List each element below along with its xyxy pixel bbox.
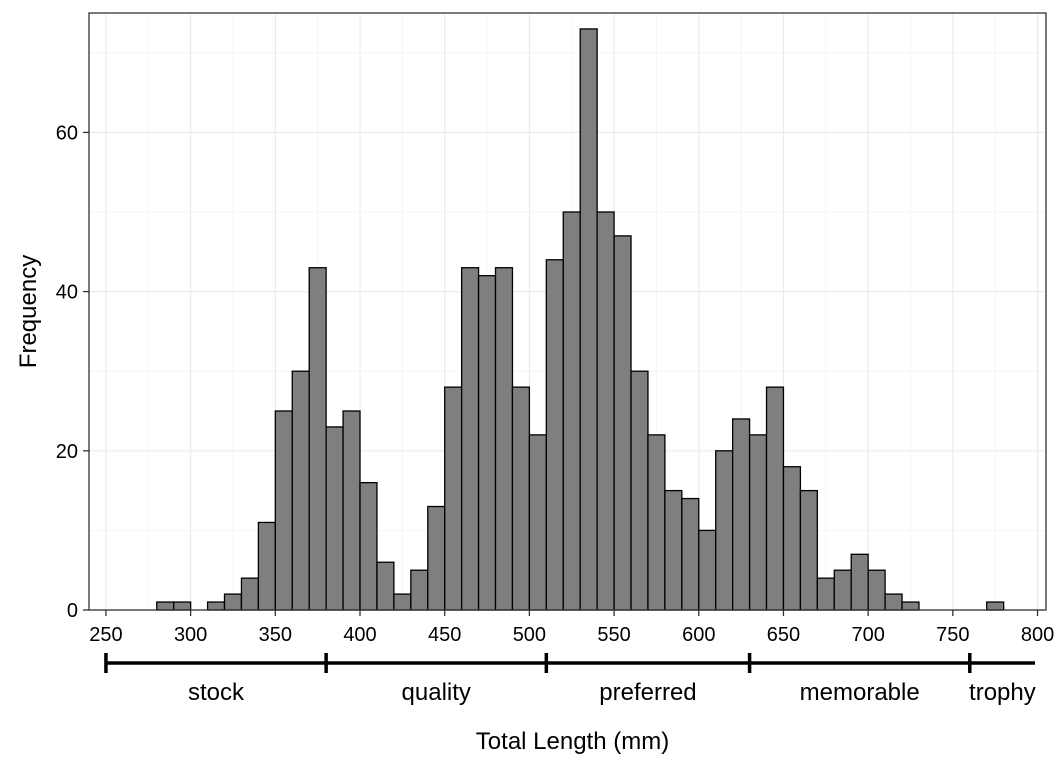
histogram-bar <box>833 569 852 611</box>
x-tick-label: 250 <box>89 624 122 646</box>
plot-panel-border <box>88 12 1047 611</box>
histogram-bar <box>528 434 547 611</box>
histogram-bar <box>173 601 192 611</box>
histogram-bar <box>240 577 260 611</box>
histogram-bar <box>816 577 835 611</box>
histogram-bar <box>427 505 446 611</box>
histogram-bar <box>681 497 700 611</box>
histogram-bar <box>477 275 497 611</box>
histogram-bar <box>782 466 802 611</box>
histogram-bar <box>325 426 344 611</box>
y-tick-label: 60 <box>56 122 78 144</box>
histogram-bar <box>410 569 429 611</box>
y-tick-label: 20 <box>56 441 78 463</box>
length-category-bar: stock quality preferred memorable trophy <box>104 653 1036 706</box>
histogram-bar <box>274 410 293 611</box>
x-tick-label: 700 <box>851 624 884 646</box>
category-label-memorable: memorable <box>800 679 920 706</box>
x-tick-label: 550 <box>597 624 630 646</box>
histogram-bar <box>359 481 378 611</box>
x-axis-ticks: 250 300 350 400 450 500 550 600 650 700 750 800 <box>89 610 1054 646</box>
histogram-bar <box>257 521 276 611</box>
histogram-bar <box>460 267 480 611</box>
histogram-bar <box>731 418 751 611</box>
x-tick-label: 500 <box>513 624 546 646</box>
x-tick-label: 750 <box>936 624 969 646</box>
histogram-bar <box>393 593 412 611</box>
histogram-bar <box>765 386 785 611</box>
histogram-bar <box>698 529 717 611</box>
histogram-bar <box>850 553 869 611</box>
histogram-bar <box>799 489 818 611</box>
histogram-bar <box>545 259 564 611</box>
x-tick-label: 450 <box>428 624 461 646</box>
x-axis-title: Total Length (mm) <box>476 728 669 755</box>
histogram-bar <box>511 386 531 611</box>
histogram-bar <box>579 28 598 611</box>
histogram-bar <box>308 267 327 611</box>
y-axis-ticks: 0 20 40 60 <box>56 122 89 622</box>
y-tick-label: 40 <box>56 282 78 304</box>
histogram-bar <box>342 410 361 611</box>
histogram-bar <box>647 434 666 611</box>
y-tick-label: 0 <box>67 600 78 622</box>
y-axis-title: Frequency <box>15 255 42 368</box>
histogram-bar <box>986 601 1005 611</box>
x-tick-label: 400 <box>343 624 376 646</box>
x-tick-label: 600 <box>682 624 715 646</box>
histogram-bar <box>156 601 175 611</box>
histogram-bar <box>748 434 768 611</box>
x-tick-label: 650 <box>767 624 800 646</box>
histogram-bar <box>901 601 920 611</box>
histogram-bar <box>494 267 514 611</box>
histogram-bar <box>630 370 649 611</box>
x-tick-label: 300 <box>174 624 207 646</box>
histogram-bar <box>715 450 734 611</box>
category-label-preferred: preferred <box>599 679 696 706</box>
histogram-bar <box>291 370 310 611</box>
histogram-bar <box>596 211 615 611</box>
category-label-trophy: trophy <box>969 679 1036 706</box>
histogram-bar <box>223 593 243 611</box>
histogram-bars <box>156 28 1005 611</box>
histogram-bar <box>562 211 581 611</box>
histogram-bar <box>444 386 463 611</box>
histogram-bar <box>376 561 395 611</box>
category-label-quality: quality <box>402 679 471 706</box>
histogram-bar <box>664 489 683 611</box>
histogram-bar <box>884 593 903 611</box>
x-tick-label: 350 <box>259 624 292 646</box>
histogram-bar <box>867 569 886 611</box>
histogram-bar <box>613 235 632 611</box>
x-tick-label: 800 <box>1021 624 1054 646</box>
histogram-bar <box>206 601 226 611</box>
category-label-stock: stock <box>188 679 245 706</box>
